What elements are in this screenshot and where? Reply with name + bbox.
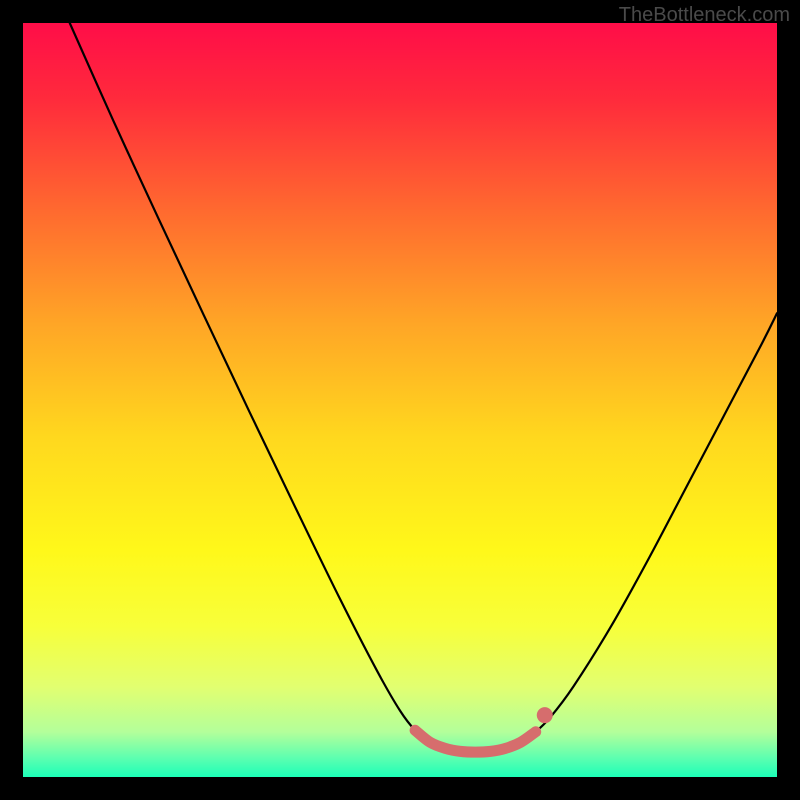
watermark-text: TheBottleneck.com (619, 4, 790, 27)
bottleneck-chart: TheBottleneck.com (0, 0, 800, 800)
plot-area (23, 23, 777, 777)
optimal-range-marker (23, 23, 777, 777)
